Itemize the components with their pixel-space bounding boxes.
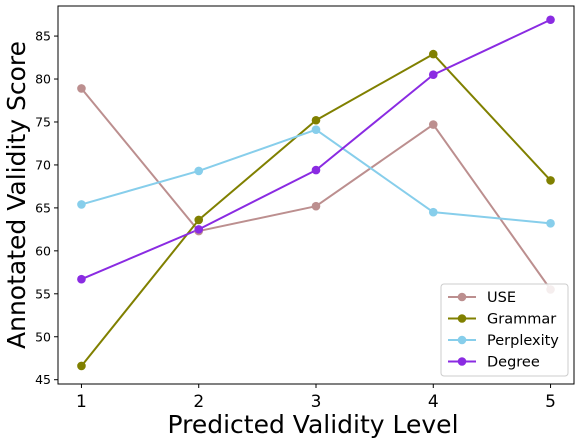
x-axis-ticks: 1 2 3 4 5: [76, 384, 556, 412]
legend-label: USE: [487, 290, 516, 306]
legend-swatch-marker: [457, 314, 467, 323]
legend-label: Degree: [487, 355, 540, 371]
y-tick-label: 80: [35, 72, 51, 87]
data-point-perplexity: [77, 200, 86, 209]
data-point-grammar: [546, 176, 555, 185]
y-tick-label: 55: [35, 286, 51, 301]
data-point-grammar: [194, 215, 204, 225]
y-axis-label: Annotated Validity Score: [2, 41, 31, 349]
y-tick-label: 75: [35, 114, 51, 129]
series-line-degree: [81, 18, 551, 281]
data-point-perplexity: [311, 125, 321, 135]
data-point-degree: [77, 274, 86, 284]
data-point-perplexity: [194, 166, 204, 176]
y-tick-label: 50: [35, 329, 51, 344]
y-tick-label: 45: [35, 372, 51, 387]
data-point-perplexity: [428, 207, 438, 217]
data-point-perplexity: [546, 219, 555, 228]
legend-label: Grammar: [487, 312, 556, 328]
y-tick-label: 70: [35, 157, 51, 172]
data-point-grammar: [77, 361, 86, 371]
data-point-degree: [546, 15, 555, 25]
chart-legend: USE Grammar Perplexity Degree: [440, 283, 569, 377]
legend-box: [440, 283, 569, 377]
x-tick-label: 5: [545, 392, 556, 412]
data-point-use: [428, 120, 438, 129]
legend-swatch-marker: [457, 335, 467, 345]
x-tick-label: 4: [428, 392, 439, 412]
x-axis-label: Predicted Validity Level: [167, 410, 458, 438]
data-point-use: [311, 201, 321, 211]
y-axis-ticks: 45 50 55 60 65 70 75 80 85: [35, 29, 58, 387]
legend-label: Perplexity: [487, 333, 559, 349]
x-tick-label: 1: [76, 392, 87, 412]
y-tick-label: 60: [35, 243, 51, 258]
data-point-degree: [194, 225, 204, 234]
legend-swatch-marker: [457, 357, 467, 366]
x-tick-label: 3: [311, 392, 322, 412]
data-point-degree: [311, 165, 321, 175]
data-point-use: [77, 84, 86, 93]
x-tick-label: 2: [193, 392, 204, 412]
data-point-grammar: [428, 49, 438, 59]
y-tick-label: 85: [35, 29, 51, 44]
legend-swatch-marker: [457, 292, 467, 302]
data-point-grammar: [311, 115, 321, 125]
y-tick-label: 65: [35, 200, 51, 215]
data-point-degree: [428, 70, 438, 80]
